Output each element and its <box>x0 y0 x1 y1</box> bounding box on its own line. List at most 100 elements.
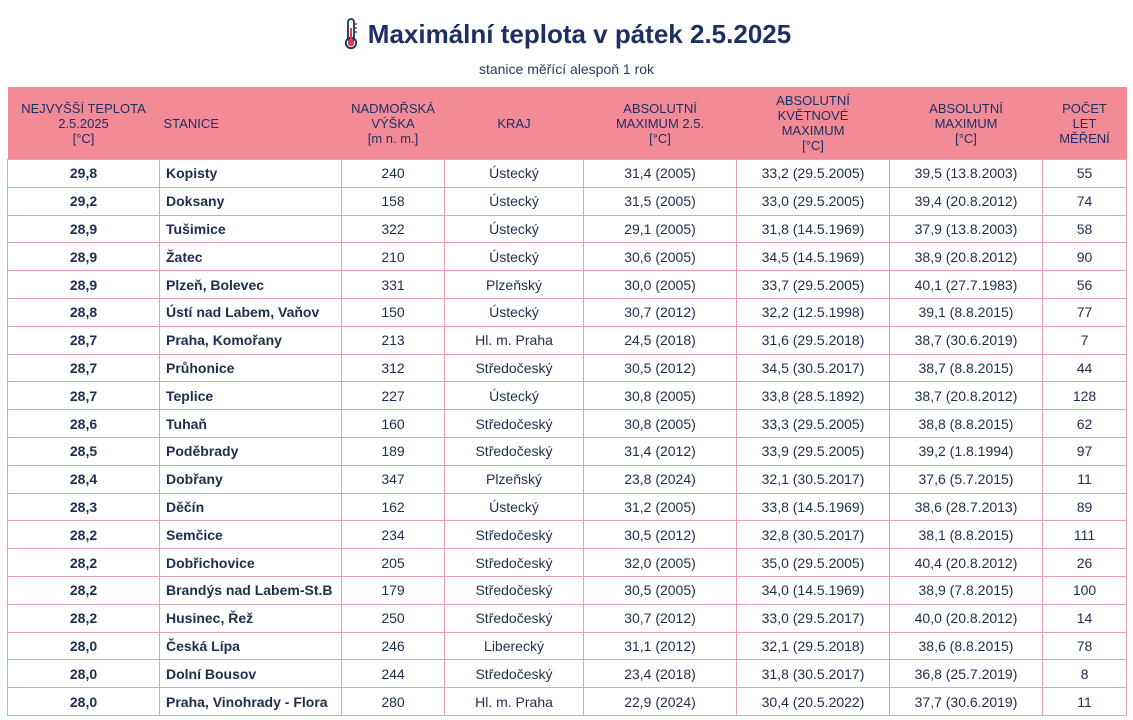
years-cell: 74 <box>1042 186 1127 216</box>
region-cell: Středočeský <box>444 603 584 633</box>
years-cell: 100 <box>1042 575 1127 605</box>
abs-max-cell: 37,6 (5.7.2015) <box>889 464 1043 494</box>
max-temp-cell: 28,2 <box>7 520 160 550</box>
abs-max-date-cell: 31,1 (2012) <box>583 631 737 661</box>
max-temp-cell: 28,5 <box>7 436 160 466</box>
abs-max-date-cell: 23,8 (2024) <box>583 464 737 494</box>
abs-max-cell: 40,4 (20.8.2012) <box>889 548 1043 577</box>
altitude-cell: 179 <box>341 575 445 605</box>
table-row: 28,2 Husinec, Řež 250 Středočeský 30,7 (2012… <box>7 603 1127 633</box>
max-temp-cell: 28,0 <box>7 687 160 716</box>
region-cell: Ústecký <box>444 492 584 522</box>
table-row: 28,0 Dolní Bousov 244 Středočeský 23,4 (2018… <box>7 659 1127 689</box>
abs-may-max-cell: 33,2 (29.5.2005) <box>736 159 890 188</box>
years-cell: 58 <box>1042 214 1127 244</box>
abs-max-date-cell: 31,4 (2012) <box>583 436 737 466</box>
abs-max-cell: 39,5 (13.8.2003) <box>889 159 1043 188</box>
altitude-cell: 189 <box>341 436 445 466</box>
station-cell: Průhonice <box>159 353 342 383</box>
table-row: 28,9 Tušimice 322 Ústecký 29,1 (2005) 31,8 (1… <box>7 214 1127 244</box>
altitude-cell: 205 <box>341 548 445 577</box>
abs-max-cell: 38,6 (8.8.2015) <box>889 631 1043 661</box>
years-cell: 8 <box>1042 659 1127 689</box>
years-cell: 128 <box>1042 381 1127 411</box>
abs-max-date-cell: 30,8 (2005) <box>583 409 737 438</box>
station-cell: Tušimice <box>159 214 342 244</box>
station-cell: Žatec <box>159 242 342 272</box>
abs-max-cell: 37,9 (13.8.2003) <box>889 214 1043 244</box>
years-cell: 55 <box>1042 159 1127 188</box>
region-cell: Ústecký <box>444 381 584 411</box>
table-row: 29,8 Kopisty 240 Ústecký 31,4 (2005) 33,2 (29… <box>7 159 1127 188</box>
years-cell: 97 <box>1042 436 1127 466</box>
altitude-cell: 160 <box>341 409 445 438</box>
region-cell: Liberecký <box>444 631 584 661</box>
station-cell: Poděbrady <box>159 436 342 466</box>
title-row: Maximální teplota v pátek 2.5.2025 <box>0 18 1133 55</box>
years-cell: 78 <box>1042 631 1127 661</box>
table-row: 28,2 Brandýs nad Labem-St.B 179 Středočeský… <box>7 575 1127 605</box>
station-cell: Plzeň, Bolevec <box>159 270 342 299</box>
abs-may-max-cell: 32,1 (30.5.2017) <box>736 464 890 494</box>
col-header-region: KRAJ <box>444 87 584 160</box>
years-cell: 56 <box>1042 270 1127 299</box>
abs-max-cell: 38,7 (8.8.2015) <box>889 353 1043 383</box>
years-cell: 77 <box>1042 297 1127 327</box>
station-cell: Praha, Komořany <box>159 325 342 355</box>
max-temp-cell: 28,4 <box>7 464 160 494</box>
abs-max-cell: 38,1 (8.8.2015) <box>889 520 1043 550</box>
altitude-cell: 280 <box>341 687 445 716</box>
max-temp-cell: 29,8 <box>7 159 160 188</box>
abs-max-date-cell: 31,2 (2005) <box>583 492 737 522</box>
table-row: 28,2 Semčice 234 Středočeský 30,5 (2012) 32,8… <box>7 520 1127 550</box>
abs-max-cell: 36,8 (25.7.2019) <box>889 659 1043 689</box>
max-temp-cell: 28,6 <box>7 409 160 438</box>
table-row: 28,9 Žatec 210 Ústecký 30,6 (2005) 34,5 (14.5… <box>7 242 1127 272</box>
station-cell: Česká Lípa <box>159 631 342 661</box>
station-cell: Teplice <box>159 381 342 411</box>
table-row: 28,4 Dobřany 347 Plzeňský 23,8 (2024) 32,1 (3… <box>7 464 1127 494</box>
max-temp-cell: 28,7 <box>7 381 160 411</box>
altitude-cell: 158 <box>341 186 445 216</box>
altitude-cell: 227 <box>341 381 445 411</box>
abs-may-max-cell: 31,8 (14.5.1969) <box>736 214 890 244</box>
station-cell: Husinec, Řež <box>159 603 342 633</box>
altitude-cell: 246 <box>341 631 445 661</box>
station-cell: Doksany <box>159 186 342 216</box>
station-cell: Děčín <box>159 492 342 522</box>
years-cell: 11 <box>1042 687 1127 716</box>
abs-max-date-cell: 30,8 (2005) <box>583 381 737 411</box>
table-row: 28,9 Plzeň, Bolevec 331 Plzeňský 30,0 (2005)… <box>7 270 1127 299</box>
abs-max-date-cell: 30,7 (2012) <box>583 603 737 633</box>
abs-may-max-cell: 33,0 (29.5.2005) <box>736 186 890 216</box>
max-temp-cell: 28,2 <box>7 603 160 633</box>
altitude-cell: 312 <box>341 353 445 383</box>
altitude-cell: 210 <box>341 242 445 272</box>
region-cell: Středočeský <box>444 548 584 577</box>
altitude-cell: 250 <box>341 603 445 633</box>
abs-may-max-cell: 31,6 (29.5.2018) <box>736 325 890 355</box>
table-row: 28,8 Ústí nad Labem, Vaňov 150 Ústecký 30,7 … <box>7 297 1127 327</box>
max-temp-cell: 28,0 <box>7 659 160 689</box>
altitude-cell: 162 <box>341 492 445 522</box>
table-row: 28,0 Praha, Vinohrady - Flora 280 Hl. m. Pr… <box>7 687 1127 716</box>
altitude-cell: 244 <box>341 659 445 689</box>
abs-may-max-cell: 32,2 (12.5.1998) <box>736 297 890 327</box>
max-temp-cell: 28,3 <box>7 492 160 522</box>
years-cell: 111 <box>1042 520 1127 550</box>
col-header-abs-max: ABSOLUTNÍ MAXIMUM [°C] <box>889 87 1043 160</box>
station-cell: Kopisty <box>159 159 342 188</box>
years-cell: 62 <box>1042 409 1127 438</box>
abs-max-date-cell: 22,9 (2024) <box>583 687 737 716</box>
col-header-abs-may-max: ABSOLUTNÍ KVĚTNOVÉ MAXIMUM [°C] <box>736 87 890 160</box>
region-cell: Ústecký <box>444 297 584 327</box>
col-header-years: POČET LET MĚŘENÍ <box>1042 87 1127 160</box>
region-cell: Hl. m. Praha <box>444 325 584 355</box>
years-cell: 90 <box>1042 242 1127 272</box>
subtitle: stanice měřící alespoň 1 rok <box>478 61 655 77</box>
region-cell: Středočeský <box>444 575 584 605</box>
table-row: 28,6 Tuhaň 160 Středočeský 30,8 (2005) 33,3 (… <box>7 409 1127 438</box>
region-cell: Středočeský <box>444 659 584 689</box>
title-text: Maximální teplota v pátek 2.5.2025 <box>367 18 792 49</box>
region-cell: Ústecký <box>444 214 584 244</box>
